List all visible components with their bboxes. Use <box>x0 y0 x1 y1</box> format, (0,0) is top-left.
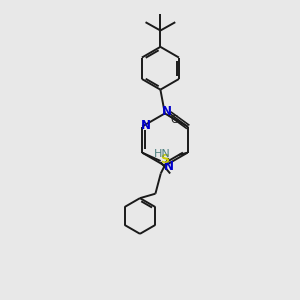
Text: C: C <box>171 115 178 125</box>
Text: S: S <box>160 153 169 166</box>
Text: N: N <box>164 160 173 173</box>
Text: HN: HN <box>154 149 171 160</box>
Text: N: N <box>161 105 171 118</box>
Text: N: N <box>141 119 151 132</box>
